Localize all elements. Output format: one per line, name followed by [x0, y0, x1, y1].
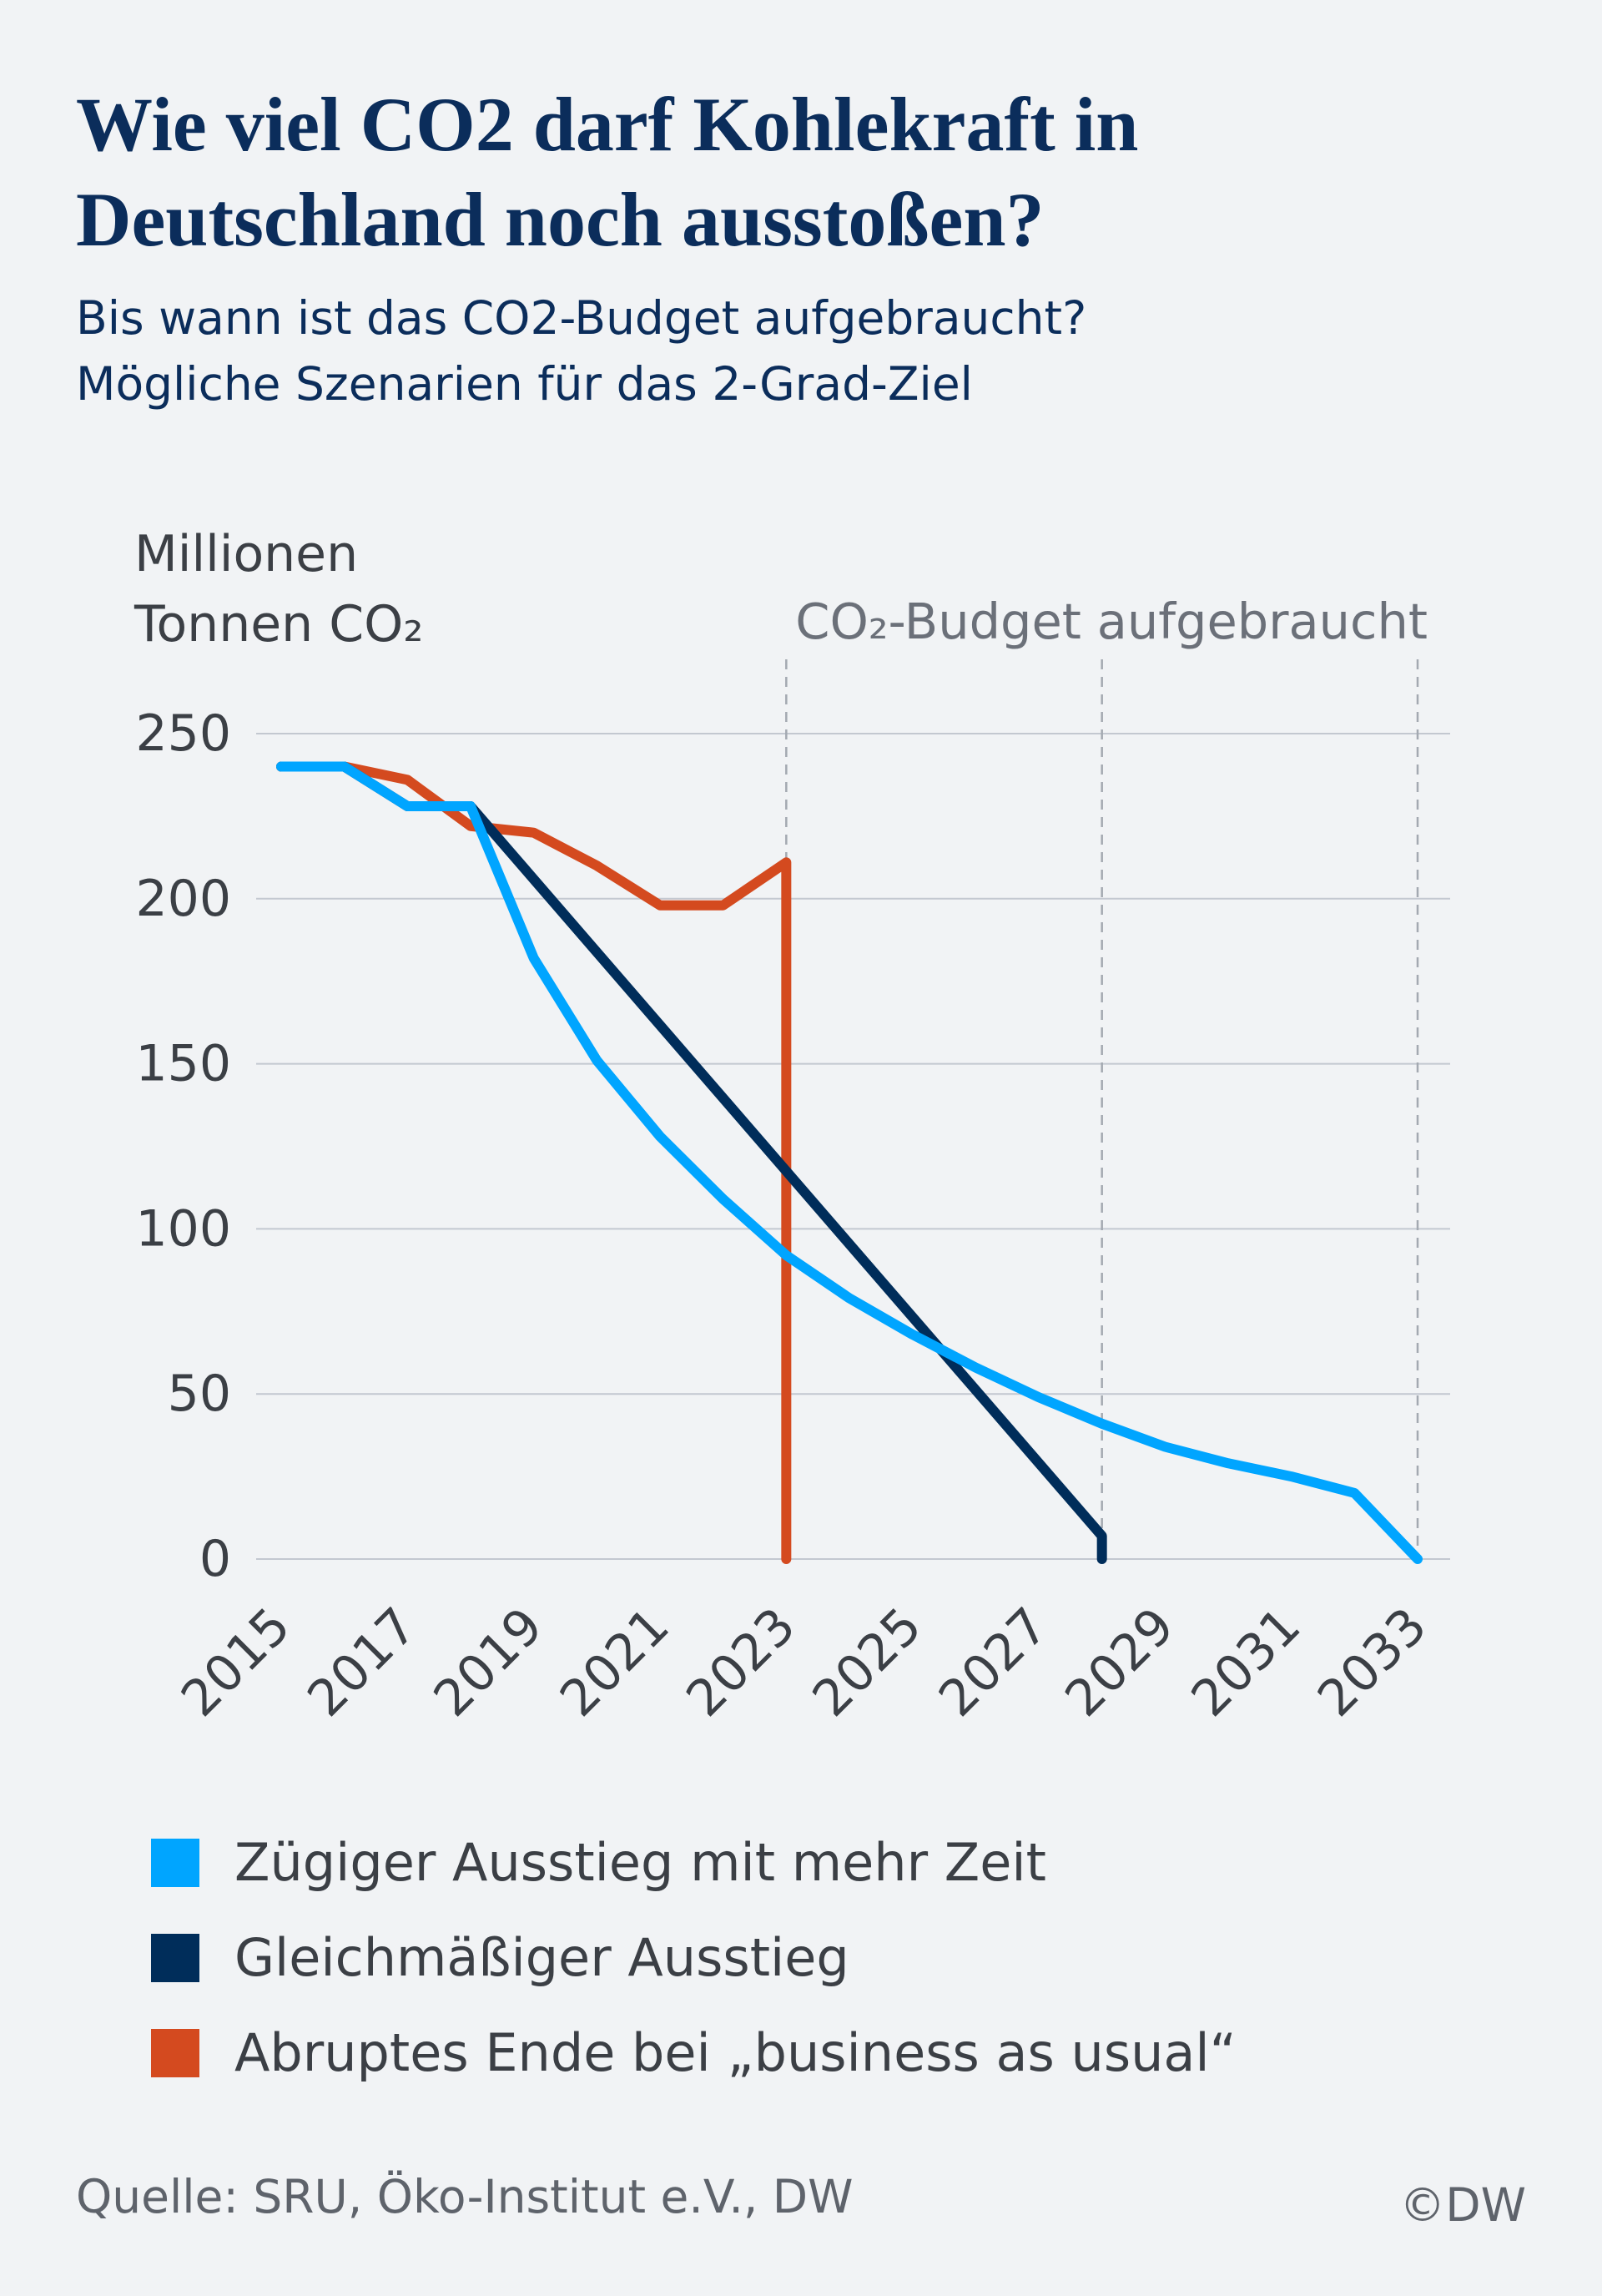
chart-subtitle: Bis wann ist das CO2-Budget aufgebraucht…	[76, 285, 1086, 417]
y-tick-label: 200	[135, 870, 231, 928]
line-chart: 0501001502002502015201720192021202320252…	[135, 659, 1450, 1728]
x-tick-label: 2031	[1181, 1597, 1312, 1728]
x-tick-label: 2029	[1054, 1597, 1185, 1728]
x-tick-label: 2027	[928, 1597, 1059, 1728]
budget-annotation: CO₂-Budget aufgebraucht	[795, 593, 1428, 650]
y-tick-label: 100	[135, 1199, 231, 1258]
legend-swatch	[151, 2028, 199, 2077]
legend-item: Abruptes Ende bei „business as usual“	[151, 2022, 1237, 2083]
legend-label: Abruptes Ende bei „business as usual“	[234, 2022, 1237, 2083]
legend-label: Gleichmäßiger Ausstieg	[234, 1927, 849, 1988]
legend-item: Zügiger Ausstieg mit mehr Zeit	[151, 1832, 1046, 1893]
x-tick-label: 2023	[675, 1597, 806, 1728]
subtitle-line-2: Mögliche Szenarien für das 2-Grad-Ziel	[76, 357, 973, 411]
y-axis-label-line-2: Tonnen CO₂	[134, 595, 424, 653]
dw-credit: ©DW	[1399, 2178, 1526, 2232]
series-line-0	[276, 761, 1423, 1564]
x-tick-label: 2015	[170, 1597, 301, 1728]
x-tick-label: 2017	[296, 1597, 427, 1728]
legend-item: Gleichmäßiger Ausstieg	[151, 1927, 849, 1988]
x-tick-label: 2025	[802, 1597, 933, 1728]
legend-label: Zügiger Ausstieg mit mehr Zeit	[234, 1832, 1046, 1893]
y-axis-label: Millionen Tonnen CO₂	[134, 519, 423, 659]
subtitle-line-1: Bis wann ist das CO2-Budget aufgebraucht…	[76, 291, 1087, 345]
source-note: Quelle: SRU, Öko-Institut e.V., DW	[76, 2170, 854, 2223]
x-tick-label: 2019	[423, 1597, 554, 1728]
legend-swatch	[151, 1933, 199, 1982]
x-tick-label: 2033	[1307, 1597, 1438, 1728]
x-tick-label: 2021	[549, 1597, 680, 1728]
legend-swatch	[151, 1838, 199, 1887]
chart-title: Wie viel CO2 darf Kohlekraft in Deutschl…	[76, 82, 1139, 262]
y-tick-label: 250	[135, 704, 231, 763]
y-tick-label: 150	[135, 1035, 231, 1093]
y-axis-label-line-1: Millionen	[134, 525, 359, 583]
y-tick-label: 0	[199, 1530, 231, 1588]
y-tick-label: 50	[168, 1365, 231, 1423]
series-line-2	[276, 761, 792, 1564]
